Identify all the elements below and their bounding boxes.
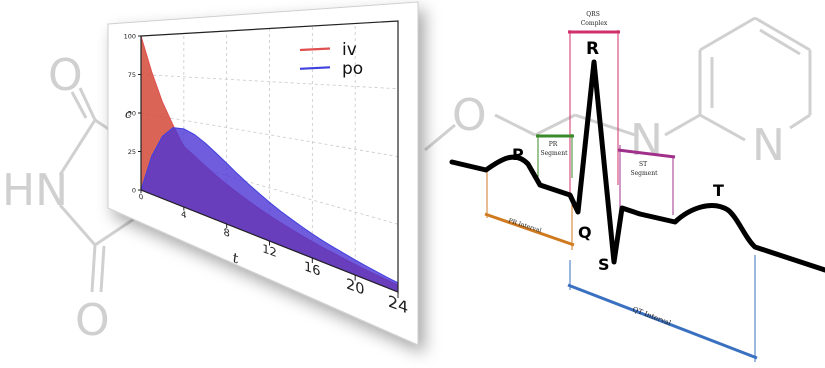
- bond: [754, 16, 811, 52]
- y-tick-label: 75: [128, 71, 136, 79]
- bond: [759, 28, 801, 56]
- st-segment-bar: [617, 148, 676, 159]
- bond: [94, 213, 141, 247]
- y-tick-label: 100: [124, 33, 136, 41]
- y-tick-label: 25: [128, 148, 136, 156]
- st-segment-label: ST Segment: [630, 161, 658, 177]
- qt-interval-label: QT Interval: [631, 305, 672, 327]
- legend-label-iv: iv: [342, 40, 357, 60]
- pr-segment-label-line2: Segment: [540, 150, 568, 157]
- bond: [58, 204, 97, 246]
- pr-interval-label: PR Interval: [507, 217, 542, 234]
- pr-interval-bar: [484, 212, 575, 247]
- wave-label-s: S: [598, 255, 610, 274]
- y-grid-line: [140, 74, 399, 90]
- x-tick-label: 8: [224, 226, 230, 240]
- bond: [99, 245, 106, 293]
- bond: [78, 87, 97, 121]
- molecule-structure: [58, 16, 812, 293]
- bond: [534, 113, 576, 137]
- qrs-label-line1: QRS: [586, 11, 600, 18]
- qrs-label-line2: Complex: [581, 20, 608, 27]
- legend-swatch-po: [299, 66, 331, 70]
- y-tick-label: 50: [128, 110, 136, 118]
- x-axis-label: t: [232, 249, 239, 268]
- legend-label-po: po: [342, 59, 363, 79]
- wave-label-t: T: [713, 181, 724, 200]
- wave-label-q: Q: [578, 223, 592, 242]
- bond: [664, 113, 701, 137]
- bond: [424, 123, 456, 152]
- y-axis-label: c: [125, 107, 132, 121]
- x-tick-label: 20: [346, 275, 364, 299]
- qt-interval-bar: [567, 283, 758, 360]
- atom-o-link: O: [452, 90, 487, 141]
- x-tick-label: 4: [181, 210, 187, 222]
- wave-label-p: P: [512, 145, 524, 164]
- bond: [70, 91, 88, 119]
- x-tick-label: 16: [304, 259, 321, 280]
- wave-label-r: R: [586, 39, 599, 59]
- st-segment-label-line1: ST: [639, 161, 647, 168]
- atom-n-ring: N: [752, 120, 785, 171]
- bond: [699, 113, 746, 142]
- bond: [789, 113, 811, 130]
- ecg-diagram: P R Q S T QRS Complex PR Segment ST Segm…: [449, 11, 825, 362]
- atom-nh: HN: [2, 165, 68, 216]
- bond: [90, 244, 97, 293]
- chart-ticks: 0 4 8 12 16 20 24 0 25 50 75 100: [124, 33, 409, 318]
- x-tick-label: 24: [388, 292, 408, 318]
- atom-o-top: O: [48, 50, 83, 101]
- y-tick-label: 0: [132, 187, 136, 195]
- bond: [58, 119, 97, 176]
- y-grid-line: [140, 112, 399, 157]
- atom-o-bottom: O: [75, 295, 110, 346]
- bond: [699, 16, 756, 52]
- st-segment-label-line2: Segment: [630, 170, 658, 177]
- bond: [494, 113, 536, 137]
- bond: [574, 113, 636, 137]
- atom-n-link: N: [630, 115, 663, 166]
- pr-segment-label: PR Segment: [540, 141, 568, 157]
- pr-segment-label-line1: PR: [549, 141, 558, 148]
- x-tick-label: 0: [139, 191, 144, 201]
- x-tick-label: 12: [262, 241, 277, 260]
- legend-swatch-iv: [299, 47, 331, 52]
- series-area-po: [140, 127, 399, 293]
- qrs-label: QRS Complex: [581, 11, 608, 27]
- ecg-trace: [449, 59, 825, 273]
